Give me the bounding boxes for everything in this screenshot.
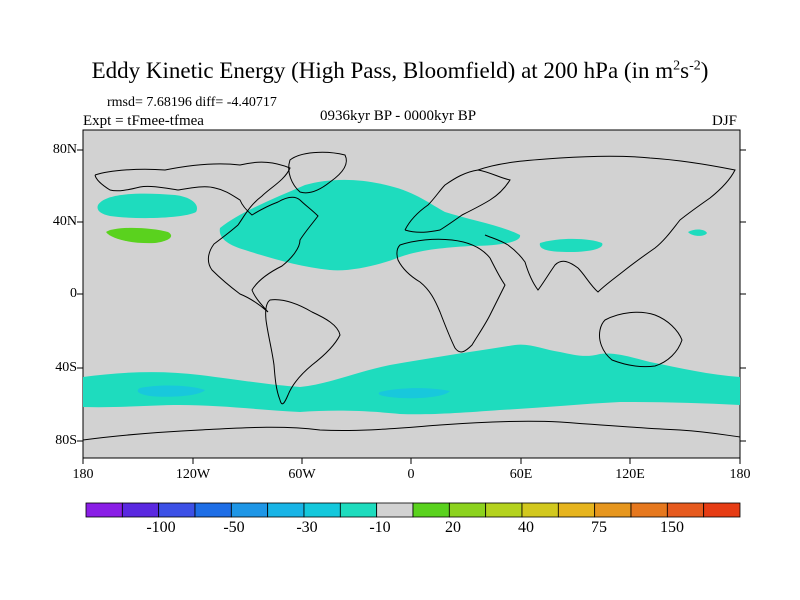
colorbar-swatch xyxy=(594,502,632,518)
colorbar-swatch xyxy=(194,502,232,518)
coast-antarctica xyxy=(82,420,741,441)
colorbar-label: 150 xyxy=(660,519,684,536)
colorbar-label: -50 xyxy=(223,519,245,536)
anomaly-southern-ocean xyxy=(83,344,740,415)
colorbar-label: 40 xyxy=(518,519,534,536)
lon-label-180e: 180 xyxy=(729,467,751,482)
lon-label-60w: 60W xyxy=(288,467,316,482)
colorbar-swatch xyxy=(85,502,123,518)
anomaly-west-pacific xyxy=(688,229,707,236)
lat-label-80n: 80N xyxy=(52,142,77,157)
lat-label-80s: 80S xyxy=(55,433,77,448)
colorbar-label: 75 xyxy=(591,519,607,536)
colorbar-label: -100 xyxy=(146,519,176,536)
coast-north-america xyxy=(94,161,319,313)
period-label: 0936kyr BP - 0000kyr BP xyxy=(320,108,477,124)
colorbar-swatch xyxy=(339,502,378,518)
lon-label-60e: 60E xyxy=(509,467,533,482)
lat-label-40n: 40N xyxy=(52,214,77,229)
colorbar-swatch xyxy=(557,502,596,518)
coast-greenland xyxy=(288,151,347,194)
colorbar-label: -30 xyxy=(296,519,318,536)
colorbar-swatch xyxy=(630,502,668,518)
coastlines xyxy=(82,151,741,441)
colorbar-swatch xyxy=(121,502,160,518)
colorbar-swatch xyxy=(412,502,450,518)
colorbar-swatch xyxy=(521,502,559,518)
season-label: DJF xyxy=(712,113,738,129)
anomaly-southern-ocean-core-west xyxy=(137,385,205,397)
lon-label-120w: 120W xyxy=(175,467,211,482)
colorbar-swatch xyxy=(230,502,269,518)
anomaly-north-atlantic xyxy=(219,179,521,271)
anomaly-asia xyxy=(539,238,603,252)
stats-label: rmsd= 7.68196 diff= -4.40717 xyxy=(107,95,277,110)
experiment-label: Expt = tFmee-tfmea xyxy=(83,113,204,129)
colorbar xyxy=(85,502,741,518)
coast-asia xyxy=(477,155,736,293)
anomaly-southern-ocean-core-east xyxy=(378,388,450,399)
colorbar-swatch xyxy=(267,502,305,518)
coast-australia xyxy=(599,311,683,368)
lon-label-120e: 120E xyxy=(615,467,645,482)
colorbar-label: -10 xyxy=(369,519,391,536)
anomaly-north-pacific xyxy=(97,193,198,219)
lon-label-0: 0 xyxy=(407,467,415,482)
colorbar-label: 20 xyxy=(445,519,461,536)
lat-label-0: 0 xyxy=(70,286,77,301)
plot-title: Eddy Kinetic Energy (High Pass, Bloomfie… xyxy=(91,58,709,83)
colorbar-swatch xyxy=(703,502,741,518)
anomaly-north-pacific-positive xyxy=(106,227,172,244)
colorbar-swatch xyxy=(666,502,705,518)
lon-label-180w: 180 xyxy=(72,467,94,482)
coast-europe xyxy=(404,169,511,233)
axis-ticks xyxy=(77,149,746,464)
colorbar-swatch xyxy=(448,502,487,518)
coast-south-america xyxy=(265,299,341,405)
coast-africa xyxy=(396,238,506,353)
lat-label-40s: 40S xyxy=(55,360,77,375)
colorbar-swatch xyxy=(303,502,341,518)
colorbar-swatch xyxy=(485,502,523,518)
colorbar-swatch xyxy=(158,502,196,518)
colorbar-swatch xyxy=(376,502,414,518)
